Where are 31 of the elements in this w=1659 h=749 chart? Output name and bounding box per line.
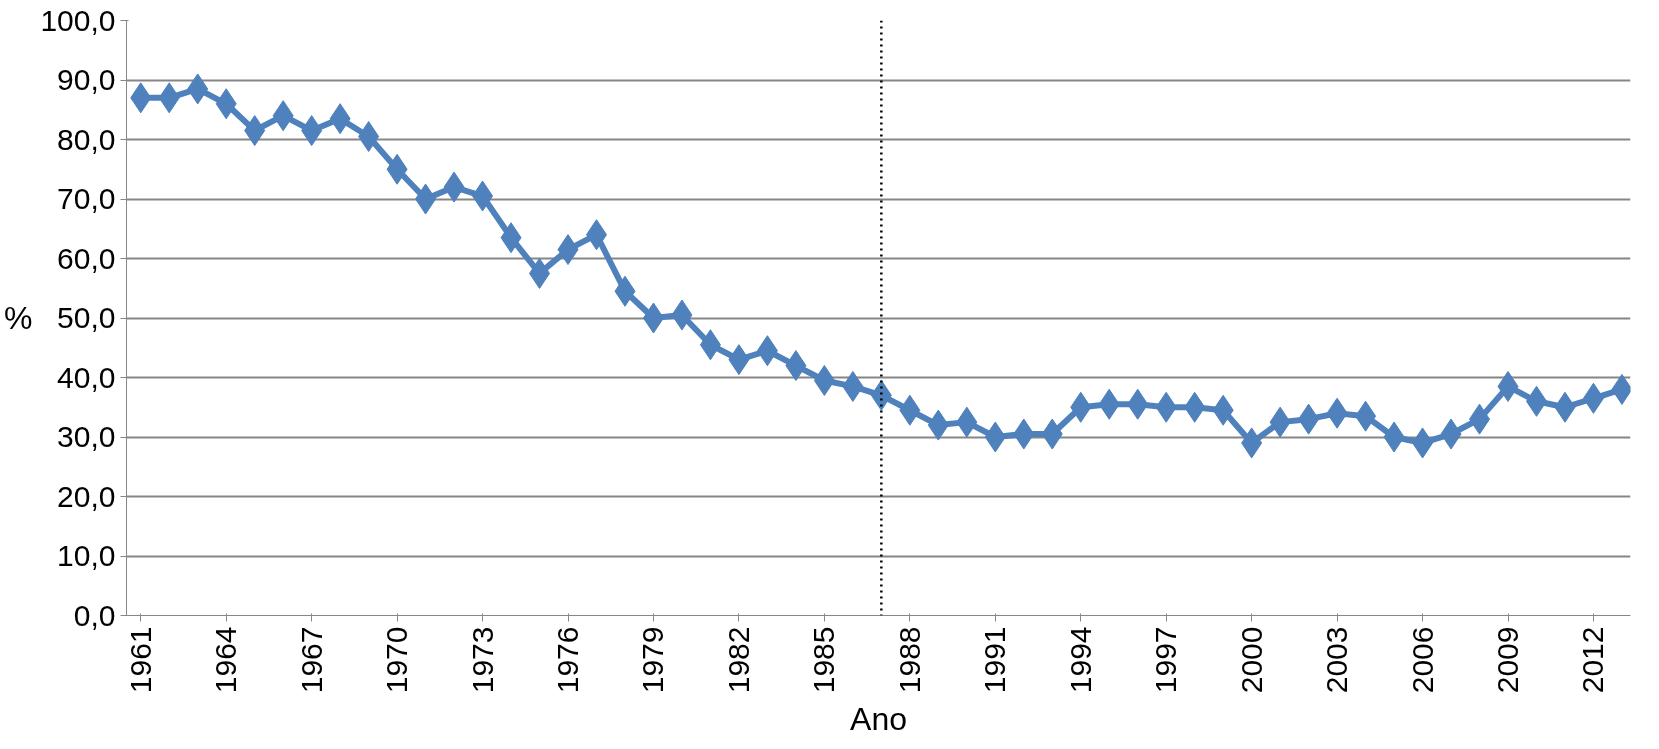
x-tick-label: 1988 [892,626,926,694]
y-tick-label: 50,0 [57,301,116,334]
y-tick-label: 80,0 [57,122,116,156]
x-tick-label: 2003 [1320,626,1354,694]
y-tick-label: 70,0 [57,182,116,215]
y-tick-label: 40,0 [57,360,116,394]
x-tick-label: 1985 [807,626,841,694]
x-tick-label: 1961 [123,626,157,694]
x-tick-label: 2006 [1405,626,1439,694]
y-tick-label: 30,0 [57,420,116,453]
y-tick-label: 20,0 [57,479,116,513]
x-tick-label: 1970 [380,626,414,694]
y-tick-label: 0,0 [73,598,116,632]
x-axis-title: Ano [850,701,907,738]
x-tick-label: 2000 [1234,626,1268,694]
x-tick-label: 2012 [1576,626,1610,694]
x-tick-label: 1979 [636,626,670,694]
x-tick-label: 1964 [209,626,243,694]
y-tick-label: 90,0 [57,63,116,96]
x-tick-label: 1973 [465,626,499,694]
y-tick-label: 60,0 [57,241,116,275]
y-axis-title: % [3,300,33,336]
x-tick-label: 1997 [1149,626,1183,694]
x-tick-label: 1976 [551,626,585,694]
x-tick-label: 1967 [294,626,328,694]
x-tick-label: 1982 [721,626,755,694]
x-tick-label: 1991 [978,626,1012,694]
x-tick-label: 2009 [1491,626,1525,694]
x-tick-label: 1994 [1063,626,1097,694]
y-tick-label: 100,0 [40,3,116,37]
y-tick-label: 10,0 [57,539,116,572]
